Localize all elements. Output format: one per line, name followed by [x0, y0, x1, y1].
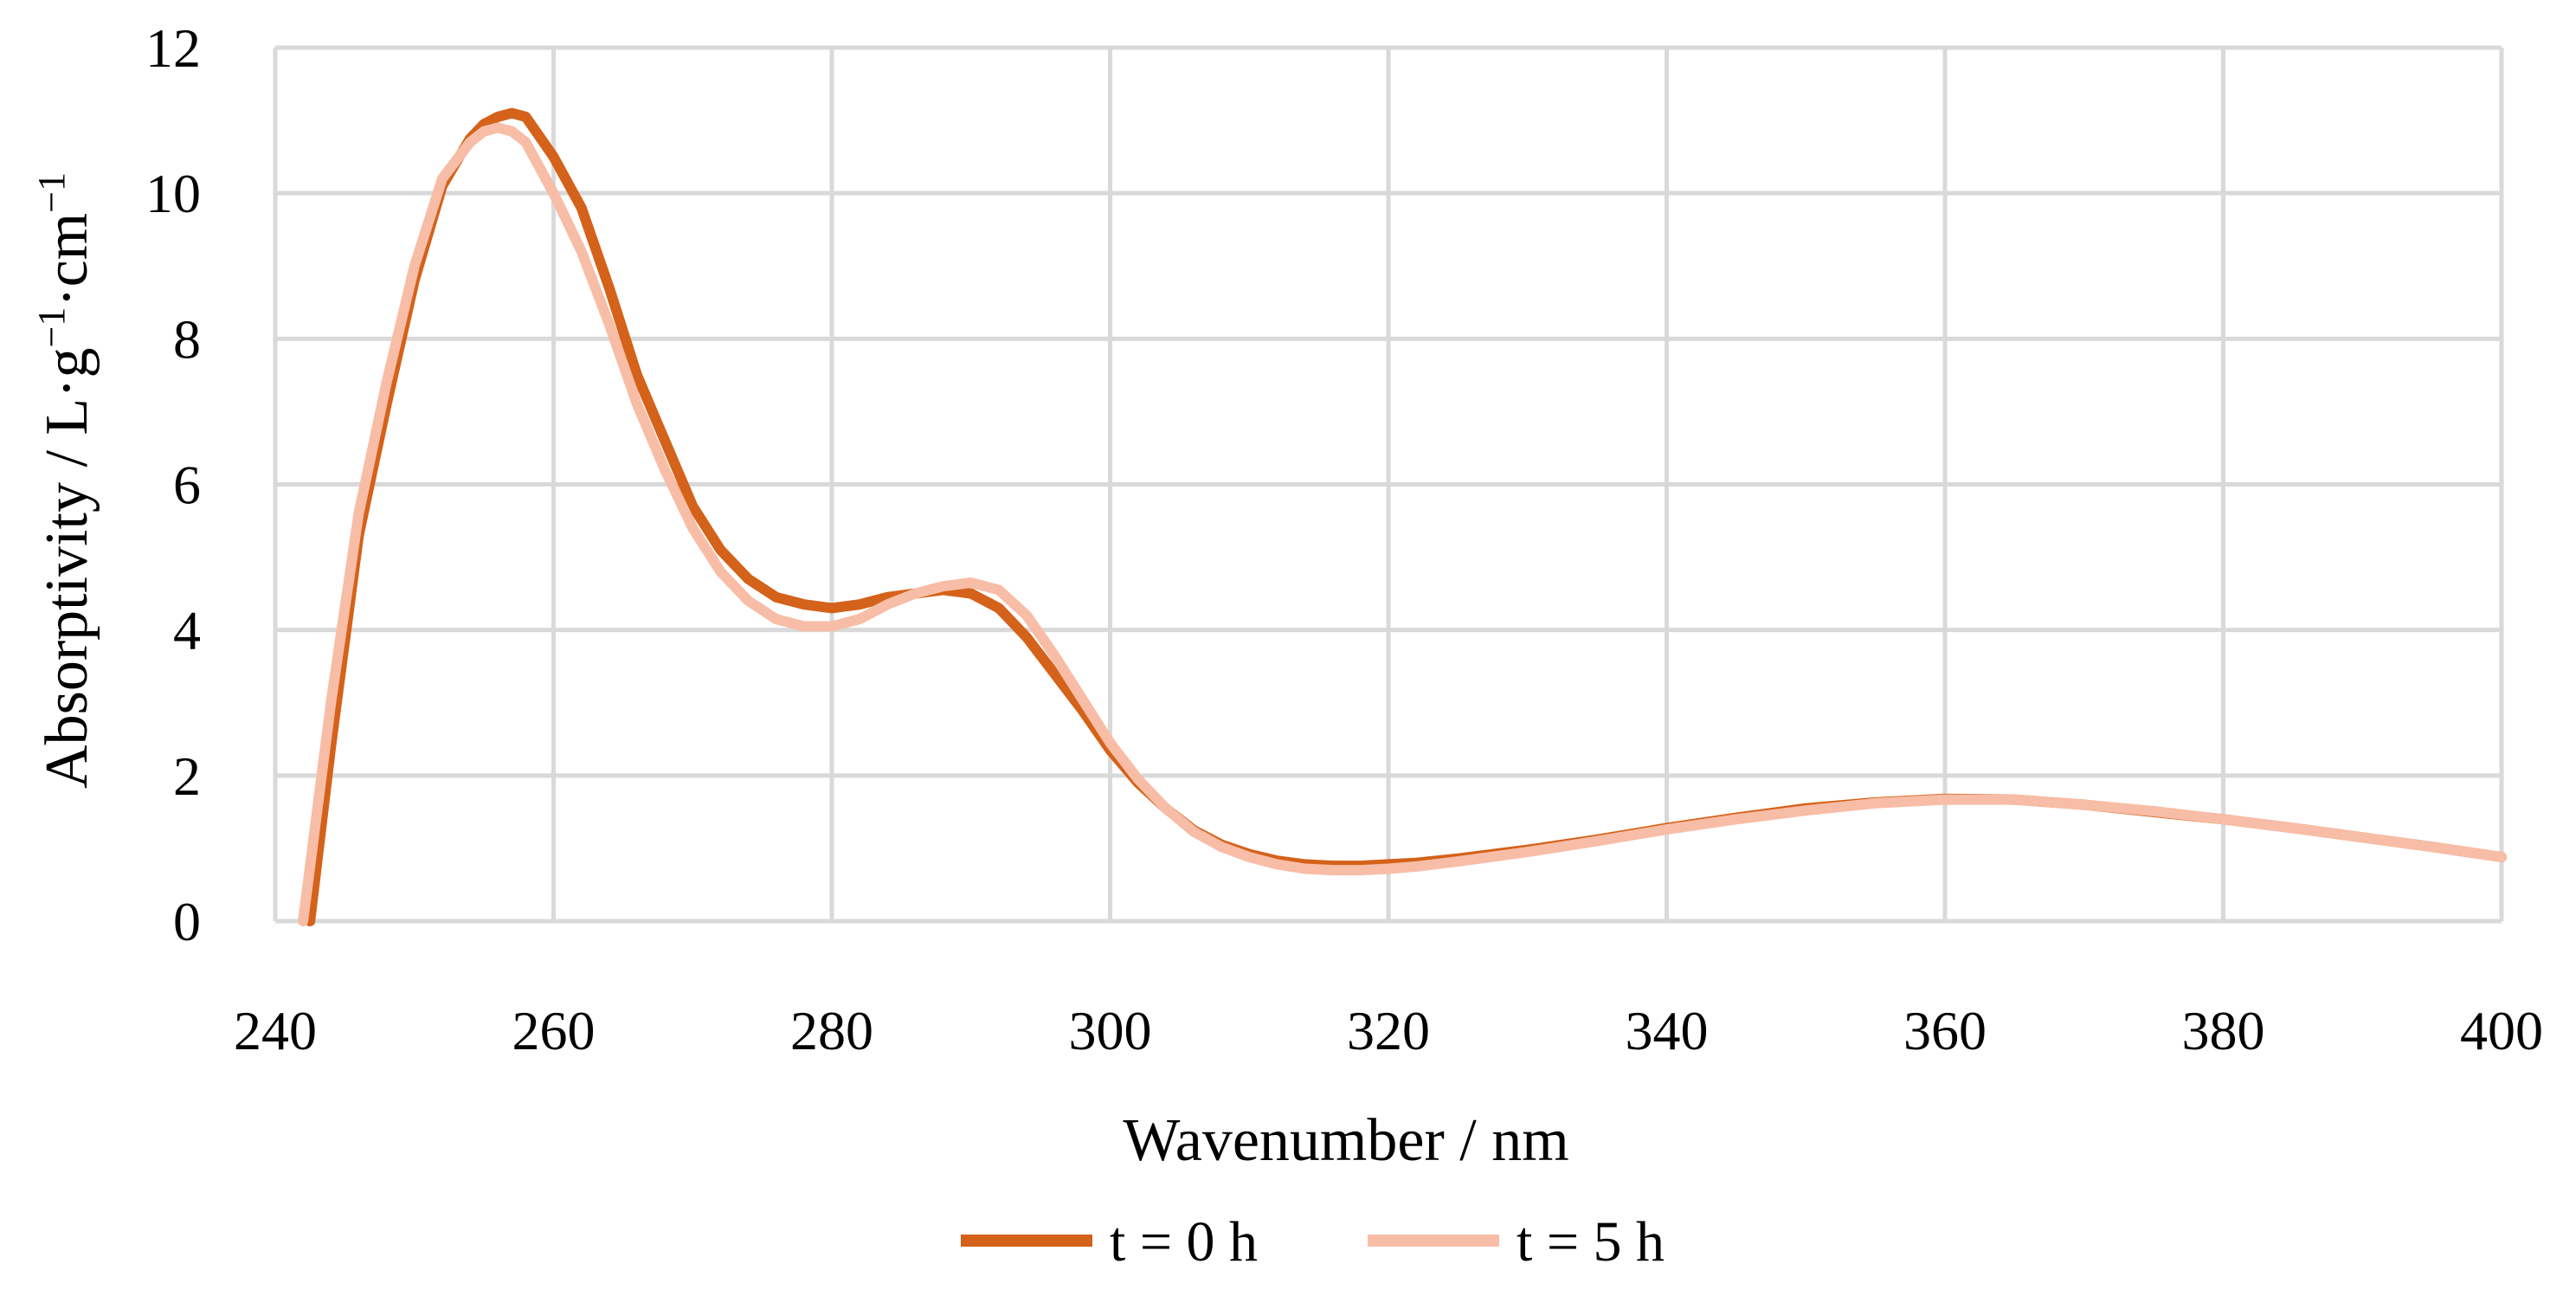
x-axis-ticks: 240 260 280 300 320 340 360 380 400 [234, 1000, 2543, 1061]
x-axis-title: Wavenumber / nm [1123, 1107, 1568, 1174]
series-line-t5 [298, 122, 2507, 926]
series-line-t0 [305, 107, 2507, 926]
y-tick-label: 0 [173, 891, 201, 952]
y-tick-label: 8 [173, 308, 201, 370]
y-axis-ticks: 0 2 4 6 8 10 12 [145, 17, 201, 952]
x-tick-label: 240 [234, 1000, 317, 1061]
legend: t = 0 h t = 5 h [961, 1210, 1665, 1273]
legend-label-t5: t = 5 h [1517, 1210, 1665, 1273]
y-tick-label: 10 [145, 163, 201, 224]
x-tick-label: 400 [2460, 1000, 2543, 1061]
x-tick-label: 300 [1069, 1000, 1152, 1061]
y-axis-title-exp2: −1 [30, 172, 73, 213]
x-tick-label: 280 [790, 1000, 873, 1061]
y-axis-title: Absorptivity / L·g−1·cm−1 [30, 172, 100, 789]
y-tick-label: 2 [173, 745, 201, 807]
x-tick-label: 360 [1903, 1000, 1987, 1061]
y-axis-title-exp1: −1 [30, 307, 73, 348]
legend-label-t0: t = 0 h [1110, 1210, 1258, 1273]
y-tick-label: 6 [173, 455, 201, 516]
x-tick-label: 320 [1347, 1000, 1430, 1061]
y-tick-label: 12 [145, 17, 201, 79]
series-lines [298, 107, 2507, 926]
y-tick-label: 4 [173, 600, 201, 661]
y-axis-title-main: Absorptivity / L·g [34, 348, 100, 789]
x-tick-label: 340 [1626, 1000, 1709, 1061]
gridlines [273, 45, 2504, 924]
y-axis-title-unit: ·cm [34, 213, 100, 307]
x-tick-label: 380 [2182, 1000, 2265, 1061]
x-tick-label: 260 [512, 1000, 596, 1061]
